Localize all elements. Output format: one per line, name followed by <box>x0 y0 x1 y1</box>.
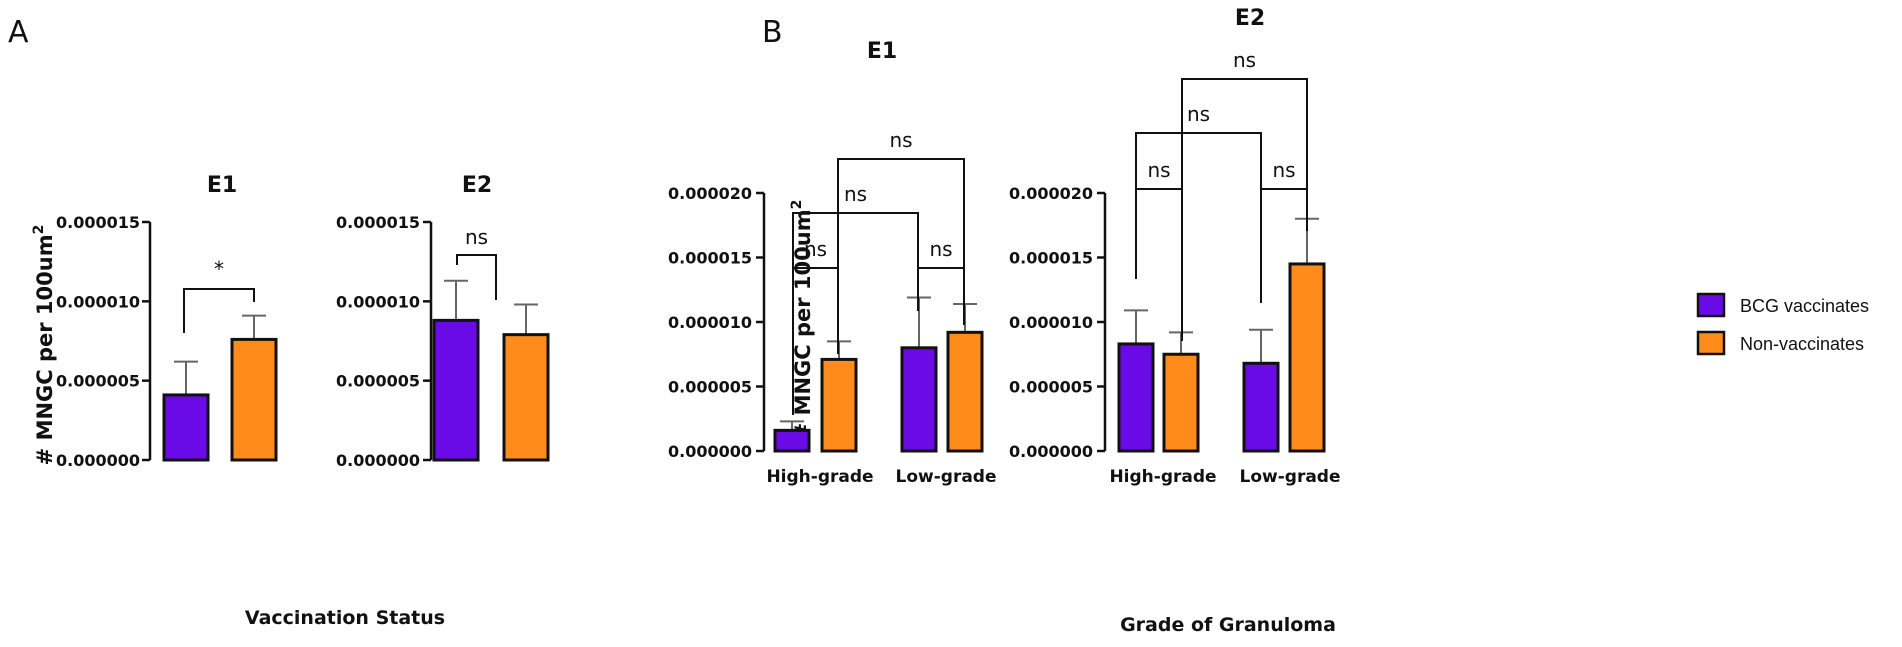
chart-a-e2: E2 0.000000 0.000005 0.000010 0.000015 ns <box>336 173 550 470</box>
bar <box>900 346 938 453</box>
chart-title: E1 <box>207 173 237 198</box>
y-tick-label: 0.000005 <box>56 372 140 391</box>
panel-label-b: B <box>762 15 783 50</box>
chart-b-e2: E2 0.000000 0.000005 0.000010 0.000015 0.0000… <box>1009 6 1341 487</box>
legend-swatch-bcg <box>1696 292 1726 318</box>
bar <box>230 337 278 462</box>
significance-bracket <box>1135 132 1262 303</box>
y-axis-label-a-main: # MNGC per 100um <box>33 234 57 465</box>
legend-swatch-non <box>1696 330 1726 356</box>
significance-bracket <box>792 212 919 415</box>
significance-label: ns <box>929 237 952 261</box>
legend: BCG vaccinates Non-vaccinates <box>1696 292 1869 356</box>
significance-bracket <box>1181 78 1308 341</box>
significance-label: ns <box>844 182 867 206</box>
significance-bracket <box>183 288 255 333</box>
chart-a-e1: E1 0.000000 0.000005 0.000010 0.000015 * <box>56 173 278 470</box>
y-tick-label: 0.000000 <box>336 451 420 470</box>
x-category-label: Low-grade <box>896 467 997 487</box>
significance-bracket <box>1135 188 1183 341</box>
x-category-label: High-grade <box>766 467 873 487</box>
bar <box>820 357 858 453</box>
significance-label: ns <box>1187 102 1210 126</box>
bar <box>432 318 480 462</box>
y-tick-label: 0.000005 <box>336 372 420 391</box>
significance-label: * <box>214 257 224 281</box>
y-tick-label: 0.000015 <box>336 213 420 232</box>
chart-title: E2 <box>1235 6 1265 31</box>
y-tick-label: 0.000010 <box>336 292 420 311</box>
significance-label: ns <box>1233 48 1256 72</box>
y-tick-label: 0.000010 <box>1009 313 1093 332</box>
y-tick-label: 0.000015 <box>1009 249 1093 268</box>
chart-b-e1: E1 0.000000 0.000005 0.000010 0.000015 0.0000… <box>668 39 997 487</box>
chart-title: E1 <box>867 39 897 64</box>
significance-label: ns <box>1272 158 1295 182</box>
chart-title: E2 <box>462 173 492 198</box>
bar <box>1242 361 1280 453</box>
significance-bracket <box>456 254 497 300</box>
y-axis-label-a: # MNGC per 100um2 <box>31 225 57 466</box>
x-category-label: High-grade <box>1109 467 1216 487</box>
y-tick-label: 0.000015 <box>668 249 752 268</box>
legend-label-bcg: BCG vaccinates <box>1740 296 1869 316</box>
y-tick-label: 0.000000 <box>1009 442 1093 461</box>
bar <box>1288 262 1326 453</box>
y-tick-label: 0.000010 <box>668 313 752 332</box>
significance-label: ns <box>465 225 488 249</box>
y-tick-label: 0.000020 <box>668 184 752 203</box>
y-axis-label-b-sup: 2 <box>789 200 805 210</box>
x-axis-label-b: Grade of Granuloma <box>1120 614 1336 636</box>
y-tick-label: 0.000000 <box>56 451 140 470</box>
y-tick-label: 0.000005 <box>668 378 752 397</box>
legend-label-non: Non-vaccinates <box>1740 334 1864 354</box>
panel-label-a: A <box>8 15 29 50</box>
y-tick-label: 0.000000 <box>668 442 752 461</box>
y-axis-label-b-main: # MNGC per 100um <box>791 209 815 440</box>
significance-label: ns <box>1147 158 1170 182</box>
significance-label: ns <box>804 237 827 261</box>
bar <box>162 393 210 462</box>
bar <box>946 330 984 453</box>
y-axis-label-b: # MNGC per 100um2 <box>789 200 815 441</box>
y-tick-label: 0.000010 <box>56 292 140 311</box>
charts: E1 0.000000 0.000005 0.000010 0.000015 * E2 0.0… <box>56 6 1341 487</box>
significance-bracket <box>837 158 965 354</box>
x-category-label: Low-grade <box>1240 467 1341 487</box>
significance-label: ns <box>889 128 912 152</box>
bar <box>502 333 550 462</box>
bar <box>1117 342 1155 453</box>
y-tick-label: 0.000005 <box>1009 378 1093 397</box>
y-axis-label-a-sup: 2 <box>31 225 47 235</box>
bar <box>1162 352 1200 453</box>
y-tick-label: 0.000015 <box>56 213 140 232</box>
x-axis-label-a: Vaccination Status <box>245 607 445 629</box>
bar <box>773 428 811 453</box>
y-tick-label: 0.000020 <box>1009 184 1093 203</box>
